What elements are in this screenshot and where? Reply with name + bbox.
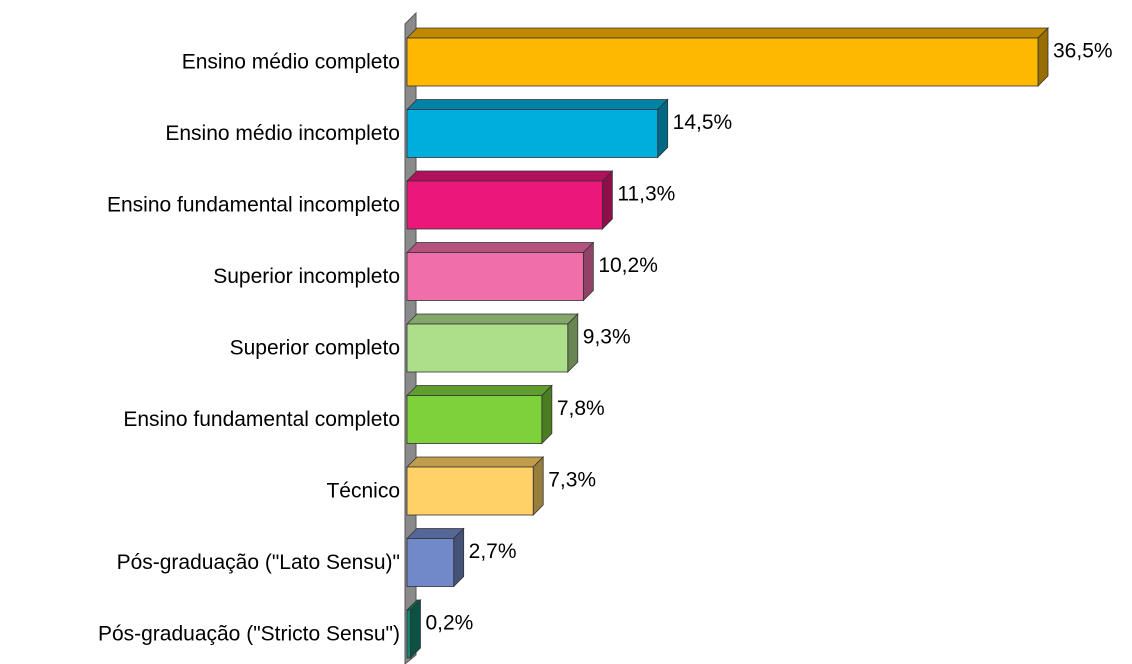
value-label: 0,2% xyxy=(425,612,473,635)
category-label: Pós-graduação ("Stricto Sensu") xyxy=(98,623,400,646)
bar xyxy=(406,180,603,230)
bar-top xyxy=(406,99,669,110)
bar-side xyxy=(567,313,579,373)
value-label: 10,2% xyxy=(598,254,658,277)
bar-top xyxy=(406,385,553,396)
bar-top xyxy=(406,313,579,325)
bar xyxy=(406,109,659,158)
bar-side xyxy=(541,384,553,445)
category-label: Ensino fundamental incompleto xyxy=(107,194,400,217)
bar-side xyxy=(410,599,421,659)
value-label: 14,5% xyxy=(673,111,733,134)
bar xyxy=(406,538,455,587)
category-label: Superior incompleto xyxy=(213,265,400,288)
value-label: 7,8% xyxy=(557,397,605,420)
value-label: 11,3% xyxy=(617,183,675,206)
bar-side xyxy=(601,170,613,230)
category-label: Ensino médio completo xyxy=(182,51,400,74)
bar-side xyxy=(657,98,669,159)
bar xyxy=(406,609,411,659)
value-label: 9,3% xyxy=(583,326,631,349)
bar xyxy=(406,395,543,444)
bar-side xyxy=(582,241,594,302)
value-label: 36,5% xyxy=(1053,40,1113,63)
bar-top xyxy=(406,456,545,468)
bar-top xyxy=(406,242,595,253)
bar xyxy=(406,323,569,373)
bar xyxy=(406,466,534,516)
category-label: Ensino fundamental completo xyxy=(123,408,400,431)
bar-top xyxy=(406,27,1049,39)
bar-side xyxy=(532,456,544,516)
bar-side xyxy=(453,527,465,588)
bar-top xyxy=(406,170,614,182)
bar-side xyxy=(1037,27,1049,87)
bar xyxy=(406,252,584,301)
bar xyxy=(406,37,1039,87)
category-label: Ensino médio incompleto xyxy=(165,122,400,145)
category-label: Superior completo xyxy=(230,337,400,360)
category-label: Técnico xyxy=(326,480,400,503)
category-label: Pós-graduação ("Lato Sensu)" xyxy=(117,551,400,574)
value-label: 2,7% xyxy=(469,540,517,563)
value-label: 7,3% xyxy=(548,469,596,492)
